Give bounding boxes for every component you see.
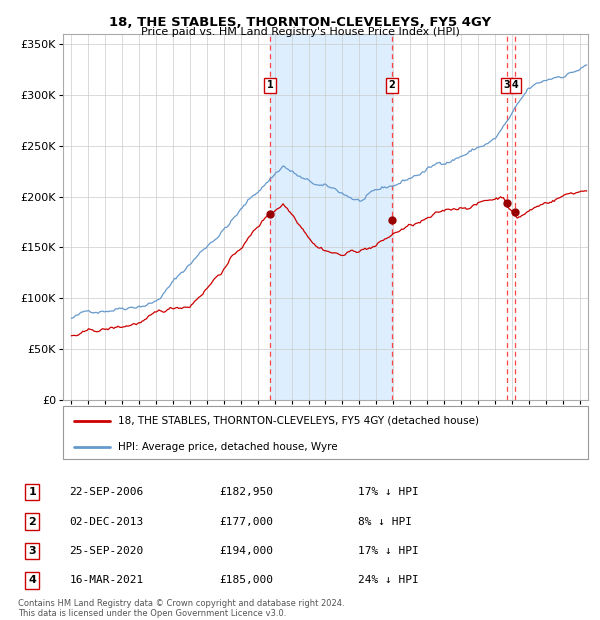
- Text: £182,950: £182,950: [220, 487, 274, 497]
- Text: 22-SEP-2006: 22-SEP-2006: [70, 487, 144, 497]
- Text: Price paid vs. HM Land Registry's House Price Index (HPI): Price paid vs. HM Land Registry's House …: [140, 27, 460, 37]
- Text: £194,000: £194,000: [220, 546, 274, 556]
- Text: HPI: Average price, detached house, Wyre: HPI: Average price, detached house, Wyre: [118, 442, 338, 452]
- Text: 1: 1: [267, 81, 274, 91]
- Text: 16-MAR-2021: 16-MAR-2021: [70, 575, 144, 585]
- Text: 4: 4: [512, 81, 519, 91]
- Text: 25-SEP-2020: 25-SEP-2020: [70, 546, 144, 556]
- Text: £177,000: £177,000: [220, 516, 274, 526]
- Text: 1: 1: [28, 487, 36, 497]
- Text: 3: 3: [504, 81, 511, 91]
- Text: 17% ↓ HPI: 17% ↓ HPI: [358, 546, 418, 556]
- Text: 3: 3: [28, 546, 36, 556]
- Text: 2: 2: [28, 516, 36, 526]
- Text: £185,000: £185,000: [220, 575, 274, 585]
- Text: 24% ↓ HPI: 24% ↓ HPI: [358, 575, 418, 585]
- Text: 4: 4: [28, 575, 36, 585]
- Text: 2: 2: [389, 81, 395, 91]
- Text: 02-DEC-2013: 02-DEC-2013: [70, 516, 144, 526]
- FancyBboxPatch shape: [63, 406, 588, 459]
- Text: 17% ↓ HPI: 17% ↓ HPI: [358, 487, 418, 497]
- Text: 18, THE STABLES, THORNTON-CLEVELEYS, FY5 4GY (detached house): 18, THE STABLES, THORNTON-CLEVELEYS, FY5…: [118, 416, 479, 426]
- Text: 18, THE STABLES, THORNTON-CLEVELEYS, FY5 4GY: 18, THE STABLES, THORNTON-CLEVELEYS, FY5…: [109, 16, 491, 29]
- Text: Contains HM Land Registry data © Crown copyright and database right 2024.
This d: Contains HM Land Registry data © Crown c…: [18, 599, 344, 618]
- Text: 8% ↓ HPI: 8% ↓ HPI: [358, 516, 412, 526]
- Bar: [270, 34, 392, 400]
